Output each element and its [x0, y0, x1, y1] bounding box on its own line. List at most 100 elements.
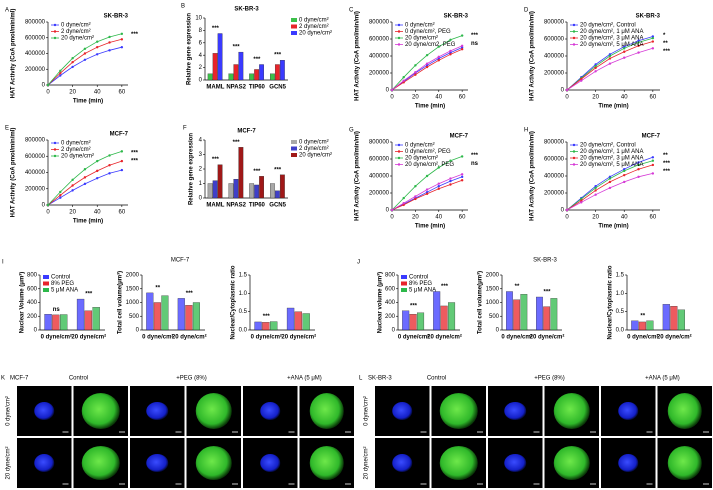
legend-label: 20 dyne/cm², PEG — [405, 162, 454, 168]
y-tick-label: 500 — [129, 314, 140, 320]
significance: *** — [274, 53, 282, 59]
data-point — [414, 73, 417, 76]
x-tick-label: MAML — [206, 85, 224, 91]
bar — [228, 73, 234, 81]
bar — [249, 73, 255, 81]
x-tick-label: 60 — [459, 215, 466, 221]
data-point — [414, 185, 417, 188]
data-point — [108, 172, 111, 175]
cell-stain — [195, 393, 232, 429]
x-tick-label: 20 — [592, 95, 599, 101]
bar — [146, 292, 154, 331]
cell-stain — [667, 393, 702, 429]
x-tick-label: 60 — [459, 95, 466, 101]
data-point — [460, 48, 464, 51]
bar — [254, 321, 262, 331]
y-tick-label: 1 — [199, 181, 203, 187]
y-tick-label: 0.5 — [239, 309, 248, 315]
data-point — [594, 185, 597, 188]
column-header: Control — [427, 376, 446, 382]
significance: *** — [663, 49, 671, 55]
y-tick-label: 200 — [27, 314, 38, 320]
data-point — [402, 203, 405, 207]
y-axis-label: HAT Activity (CoA pmol/min/ml) — [11, 9, 17, 99]
data-point — [71, 189, 74, 192]
significance: ns — [471, 41, 479, 47]
legend-label: 20 dyne/cm², Control — [580, 23, 636, 29]
legend-swatch — [401, 288, 407, 292]
y-tick-label: 0.0 — [239, 328, 248, 334]
data-point — [637, 163, 640, 167]
data-point — [108, 35, 111, 39]
y-tick-label: 1.0 — [616, 291, 625, 297]
y-tick-label: 400 — [385, 300, 396, 306]
legend-marker — [397, 43, 401, 46]
bar — [417, 312, 425, 331]
y-tick-label: 800000 — [544, 20, 565, 26]
panel-letter: E — [5, 126, 9, 132]
y-tick-label: 0 — [386, 88, 390, 94]
data-point — [623, 47, 626, 50]
bar — [254, 184, 260, 199]
data-point — [59, 190, 62, 194]
x-tick-label: 20 dyne/cm² — [530, 334, 565, 341]
y-tick-label: 0 — [34, 328, 38, 334]
y-tick-label: 8 — [199, 28, 203, 34]
bar — [279, 174, 285, 199]
cell-stain — [439, 393, 478, 429]
legend-label: 20 dyne/cm², 1 μM ANA — [580, 29, 643, 35]
legend-label: 20 dyne/cm² — [405, 156, 438, 162]
y-axis-label: HAT Activity (CoA pmol/min/ml) — [530, 11, 536, 101]
data-point — [59, 71, 62, 75]
y-tick-label: 600000 — [25, 35, 46, 41]
data-point — [608, 57, 612, 60]
bar — [254, 69, 260, 81]
y-tick-label: 1000 — [126, 300, 140, 306]
nucleus-stain — [618, 454, 639, 472]
y-tick-label: 200000 — [544, 71, 565, 77]
legend-marker — [397, 143, 401, 147]
series-line — [391, 179, 463, 211]
data-point — [108, 154, 111, 157]
data-point — [414, 70, 417, 74]
x-tick-label: 20 — [412, 215, 419, 221]
bar — [433, 291, 441, 331]
y-tick-label: 600 — [27, 286, 38, 292]
data-point — [425, 190, 429, 194]
legend-label: 20 dyne/cm² — [61, 154, 94, 160]
bar — [274, 190, 280, 199]
bar — [274, 64, 280, 81]
legend-swatch — [291, 18, 297, 22]
legend-swatch — [291, 140, 297, 144]
legend-marker — [572, 143, 576, 147]
y-tick-label: 200 — [385, 314, 396, 320]
legend-marker — [397, 163, 401, 166]
data-point — [594, 186, 597, 190]
bar — [161, 295, 169, 331]
cell-stain — [81, 393, 120, 429]
data-point — [580, 199, 583, 202]
nucleus-stain — [504, 402, 527, 420]
chart-title: MCF-7 — [642, 134, 661, 140]
bar — [233, 64, 239, 81]
bar — [677, 309, 685, 331]
significance: *** — [543, 290, 551, 296]
data-point — [651, 40, 655, 43]
y-axis-label: Total cell volume(μm³) — [117, 271, 124, 334]
column-header: +PEG (8%) — [534, 376, 565, 382]
data-point — [637, 51, 640, 54]
y-tick-label: 800000 — [25, 138, 46, 144]
bar — [153, 302, 161, 331]
y-tick-label: 600000 — [369, 37, 390, 43]
data-point — [402, 196, 405, 200]
significance: ns — [471, 161, 479, 167]
bar — [207, 73, 213, 81]
nucleus-stain — [34, 454, 55, 472]
bar — [238, 51, 244, 81]
data-point — [83, 47, 87, 50]
legend-label: 2 dyne/cm² — [299, 146, 329, 152]
significance: *** — [471, 33, 479, 39]
data-point — [460, 155, 464, 158]
y-tick-label: 200000 — [369, 71, 390, 77]
